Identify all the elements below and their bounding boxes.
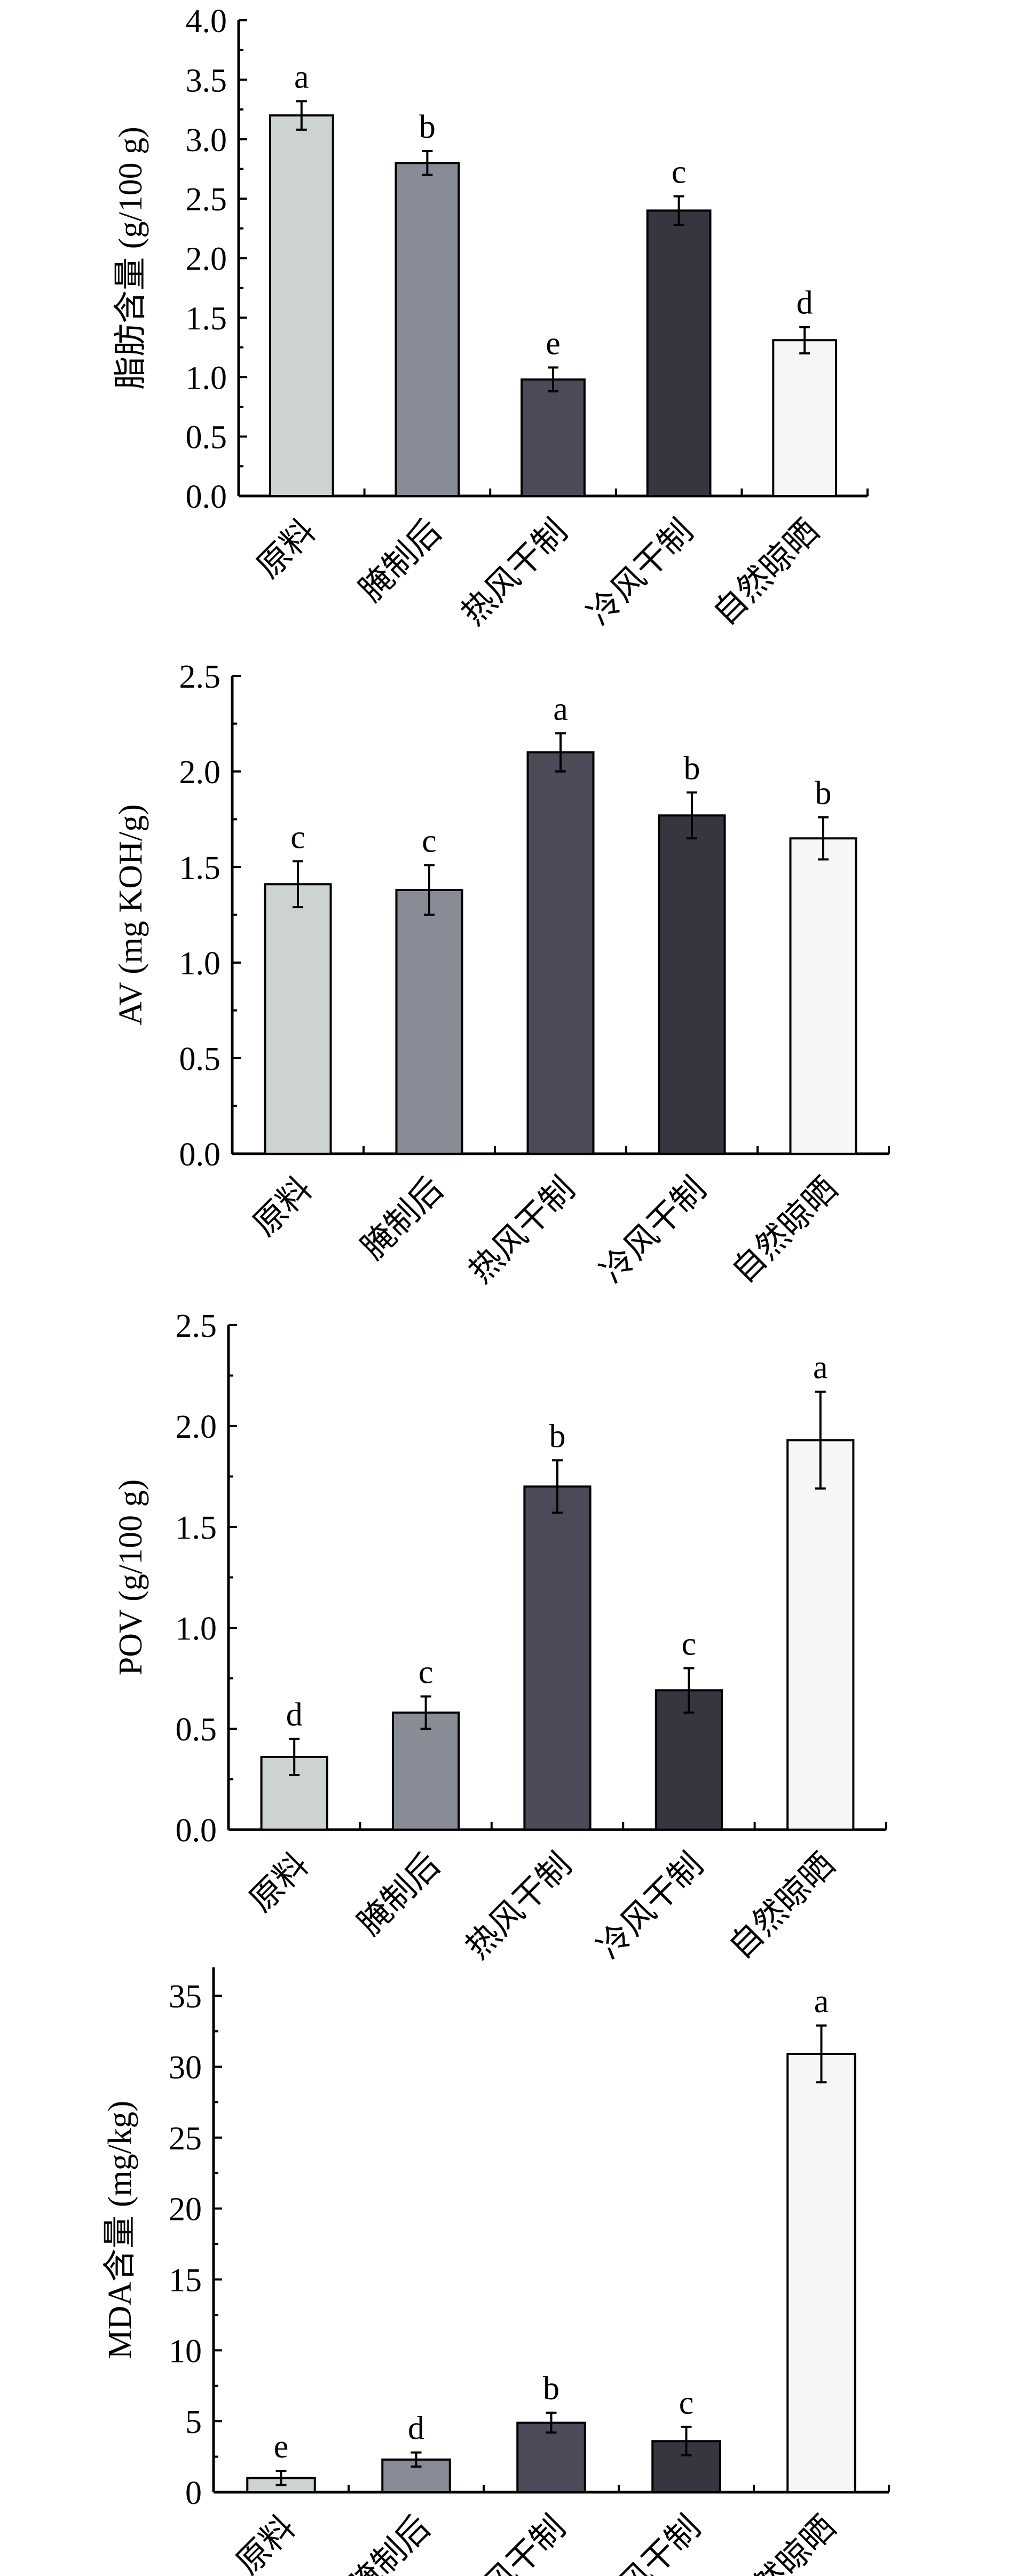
y-tick-label: 1.5 — [176, 1510, 217, 1546]
significance-label: c — [682, 1626, 697, 1663]
x-category-label: 自然晾晒 — [725, 1171, 844, 1290]
significance-label: c — [422, 823, 437, 859]
x-category-label: 腌制后 — [351, 1847, 447, 1943]
significance-label: a — [553, 691, 568, 727]
bar — [395, 888, 463, 1155]
y-tick-label: 30 — [169, 2050, 202, 2086]
y-tick-label: 20 — [169, 2192, 202, 2228]
y-tick-label: 0.0 — [179, 1137, 221, 1173]
significance-label: c — [419, 1655, 433, 1691]
x-category-label: 热风干制 — [462, 1171, 581, 1290]
significance-label: b — [543, 2370, 559, 2407]
y-tick-label: 15 — [169, 2262, 202, 2298]
significance-label: e — [274, 2429, 289, 2465]
y-tick-label: 2.5 — [176, 1308, 217, 1344]
x-category-label: 自然晾晒 — [723, 2509, 842, 2576]
x-category-label: 原料 — [247, 1171, 319, 1243]
y-tick-label: 1.5 — [186, 301, 227, 337]
y-tick-label: 5 — [185, 2404, 202, 2440]
significance-label: a — [294, 59, 309, 95]
y-tick-label: 2.5 — [186, 182, 227, 218]
y-tick-label: 10 — [169, 2333, 202, 2369]
x-category-label: 冷风干制 — [594, 1171, 713, 1290]
x-category-label: 自然晾晒 — [707, 513, 826, 632]
bar — [521, 378, 586, 498]
bar — [658, 814, 726, 1155]
y-tick-label: 3.5 — [186, 62, 227, 99]
x-category-label: 自然晾晒 — [722, 1847, 841, 1966]
x-category-label: 冷风干制 — [588, 2509, 707, 2576]
x-category-label: 腌制后 — [353, 513, 449, 609]
significance-label: d — [797, 285, 813, 321]
x-category-label: 热风干制 — [453, 2509, 572, 2576]
y-tick-label: 2.5 — [179, 659, 221, 695]
bar — [772, 339, 838, 497]
y-tick-label: 0.5 — [179, 1041, 221, 1077]
y-tick-label: 35 — [169, 1979, 202, 2015]
bar — [786, 1439, 855, 1831]
x-category-label: 原料 — [243, 1847, 316, 1919]
bar — [526, 751, 595, 1155]
y-tick-label: 0.5 — [176, 1712, 217, 1748]
x-category-label: 腌制后 — [354, 1171, 451, 1267]
y-tick-label: 0.0 — [176, 1813, 217, 1849]
bar — [789, 837, 857, 1155]
y-tick-label: 2.0 — [179, 754, 221, 791]
y-tick-label: 4.0 — [186, 3, 227, 40]
y-axis-label: AV (mg KOH/g) — [113, 804, 149, 1026]
significance-label: b — [549, 1418, 566, 1454]
significance-label: c — [290, 819, 305, 855]
significance-label: a — [813, 1350, 828, 1386]
y-tick-label: 0.0 — [186, 479, 227, 515]
x-category-label: 热风干制 — [455, 513, 574, 632]
y-tick-label: 0 — [185, 2475, 202, 2511]
y-tick-label: 1.0 — [186, 360, 227, 396]
significance-label: d — [408, 2410, 424, 2447]
bar — [395, 162, 460, 497]
bar — [523, 1485, 592, 1831]
y-tick-label: 25 — [169, 2121, 202, 2157]
significance-label: b — [419, 109, 436, 145]
x-category-label: 冷风干制 — [581, 513, 700, 632]
y-axis-label: 脂肪含量 (g/100 g) — [113, 127, 149, 390]
y-tick-label: 3.0 — [186, 122, 227, 159]
significance-label: d — [286, 1697, 303, 1733]
y-tick-label: 2.0 — [186, 241, 227, 278]
x-category-label: 冷风干制 — [591, 1847, 710, 1966]
significance-label: a — [814, 1983, 829, 2020]
significance-label: c — [672, 154, 687, 191]
x-category-label: 原料 — [230, 2509, 303, 2576]
x-category-label: 原料 — [250, 513, 323, 586]
x-category-label: 腌制后 — [342, 2509, 438, 2576]
x-category-label: 热风干制 — [459, 1847, 578, 1966]
bar — [786, 2053, 856, 2494]
y-tick-label: 1.0 — [179, 946, 221, 982]
significance-label: e — [546, 325, 561, 361]
bar — [516, 2421, 586, 2493]
significance-label: b — [684, 750, 700, 786]
y-tick-label: 1.0 — [176, 1611, 217, 1647]
y-tick-label: 1.5 — [179, 850, 221, 886]
bar — [651, 2440, 721, 2494]
y-tick-label: 2.0 — [176, 1409, 217, 1445]
y-tick-label: 0.5 — [186, 420, 227, 456]
y-axis-label: MDA含量 (mg/kg) — [102, 2101, 138, 2359]
bar — [646, 209, 712, 497]
y-axis-label: POV (g/100 g) — [113, 1479, 149, 1675]
significance-label: c — [679, 2385, 694, 2421]
significance-label: b — [815, 775, 832, 812]
bar — [392, 1711, 460, 1831]
bar — [269, 114, 334, 497]
bar — [264, 883, 332, 1155]
